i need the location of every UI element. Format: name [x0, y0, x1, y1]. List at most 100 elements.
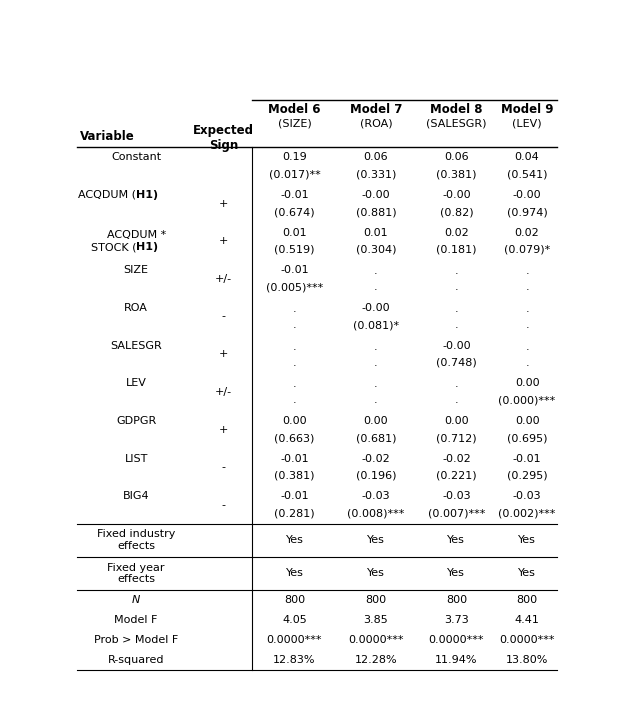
Text: (0.002)***: (0.002)*** — [498, 508, 556, 518]
Text: Yes: Yes — [448, 569, 465, 579]
Text: (0.008)***: (0.008)*** — [347, 508, 405, 518]
Text: -0.01: -0.01 — [513, 454, 542, 464]
Text: -0.01: -0.01 — [280, 265, 309, 275]
Text: -0.02: -0.02 — [361, 454, 391, 464]
Text: .: . — [454, 380, 458, 390]
Text: .: . — [293, 304, 297, 314]
Text: 0.00: 0.00 — [444, 416, 469, 426]
Text: +/-: +/- — [215, 274, 232, 284]
Text: (0.881): (0.881) — [356, 207, 396, 217]
Text: (0.331): (0.331) — [356, 170, 396, 180]
Text: -0.00: -0.00 — [361, 190, 391, 200]
Text: 800: 800 — [284, 595, 305, 605]
Text: H1): H1) — [136, 242, 158, 252]
Text: -: - — [222, 462, 226, 472]
Text: Expected
Sign: Expected Sign — [193, 124, 254, 152]
Text: .: . — [526, 283, 529, 292]
Text: 0.00: 0.00 — [515, 378, 539, 388]
Text: -0.00: -0.00 — [513, 190, 542, 200]
Text: .: . — [454, 267, 458, 276]
Text: -0.01: -0.01 — [280, 454, 309, 464]
Text: 0.02: 0.02 — [515, 228, 540, 238]
Text: -0.00: -0.00 — [442, 190, 470, 200]
Text: +: + — [219, 349, 228, 360]
Text: (ROA): (ROA) — [360, 119, 392, 129]
Text: H1): H1) — [136, 190, 158, 200]
Text: -0.00: -0.00 — [442, 341, 470, 351]
Text: (0.000)***: (0.000)*** — [498, 395, 556, 406]
Text: .: . — [454, 320, 458, 330]
Text: -0.01: -0.01 — [280, 190, 309, 200]
Text: (0.663): (0.663) — [274, 433, 314, 443]
Text: Fixed industry
effects: Fixed industry effects — [97, 529, 175, 551]
Text: .: . — [293, 357, 297, 367]
Text: GDPGR: GDPGR — [116, 416, 156, 426]
Text: -0.02: -0.02 — [442, 454, 470, 464]
Text: 800: 800 — [446, 595, 467, 605]
Text: 0.00: 0.00 — [282, 416, 307, 426]
Text: Yes: Yes — [285, 535, 303, 545]
Text: (0.181): (0.181) — [436, 245, 477, 255]
Text: SIZE: SIZE — [124, 265, 149, 275]
Text: Yes: Yes — [448, 535, 465, 545]
Text: ACQDUM (: ACQDUM ( — [78, 190, 136, 200]
Text: N: N — [132, 595, 141, 605]
Text: (SIZE): (SIZE) — [277, 119, 311, 129]
Text: 0.01: 0.01 — [364, 228, 388, 238]
Text: LIST: LIST — [124, 454, 148, 464]
Text: (SALESGR): (SALESGR) — [426, 119, 487, 129]
Text: Model 7: Model 7 — [350, 104, 402, 116]
Text: .: . — [293, 380, 297, 390]
Text: 4.05: 4.05 — [282, 615, 307, 625]
Text: -0.03: -0.03 — [442, 491, 470, 501]
Text: .: . — [526, 267, 529, 276]
Text: Model 8: Model 8 — [430, 104, 483, 116]
Text: (0.304): (0.304) — [356, 245, 396, 255]
Text: (0.007)***: (0.007)*** — [428, 508, 485, 518]
Text: BIG4: BIG4 — [123, 491, 149, 501]
Text: -0.03: -0.03 — [361, 491, 391, 501]
Text: .: . — [374, 380, 378, 390]
Text: 0.19: 0.19 — [282, 152, 307, 162]
Text: +: + — [219, 198, 228, 209]
Text: -0.00: -0.00 — [361, 303, 391, 313]
Text: +/-: +/- — [215, 387, 232, 397]
Text: .: . — [454, 283, 458, 292]
Text: Yes: Yes — [518, 535, 536, 545]
Text: (LEV): (LEV) — [513, 119, 542, 129]
Text: 0.06: 0.06 — [444, 152, 469, 162]
Text: .: . — [526, 304, 529, 314]
Text: 3.85: 3.85 — [363, 615, 388, 625]
Text: Prob > Model F: Prob > Model F — [94, 635, 178, 645]
Text: SALESGR: SALESGR — [110, 341, 162, 351]
Text: .: . — [293, 342, 297, 352]
Text: Model 9: Model 9 — [501, 104, 553, 116]
Text: Model 6: Model 6 — [268, 104, 321, 116]
Text: (0.081)*: (0.081)* — [353, 320, 399, 330]
Text: .: . — [526, 357, 529, 367]
Text: R-squared: R-squared — [108, 655, 165, 665]
Text: 0.00: 0.00 — [515, 416, 539, 426]
Text: 11.94%: 11.94% — [435, 655, 478, 665]
Text: (0.82): (0.82) — [439, 207, 473, 217]
Text: .: . — [293, 320, 297, 330]
Text: .: . — [374, 357, 378, 367]
Text: (0.748): (0.748) — [436, 358, 477, 368]
Text: (0.519): (0.519) — [274, 245, 314, 255]
Text: (0.974): (0.974) — [507, 207, 547, 217]
Text: Yes: Yes — [518, 569, 536, 579]
Text: 3.73: 3.73 — [444, 615, 469, 625]
Text: 0.0000***: 0.0000*** — [428, 635, 484, 645]
Text: +: + — [219, 424, 228, 434]
Text: ROA: ROA — [124, 303, 148, 313]
Text: 4.41: 4.41 — [514, 615, 540, 625]
Text: (0.695): (0.695) — [507, 433, 547, 443]
Text: .: . — [293, 395, 297, 406]
Text: .: . — [374, 267, 378, 276]
Text: (0.381): (0.381) — [436, 170, 477, 180]
Text: .: . — [374, 342, 378, 352]
Text: -: - — [222, 311, 226, 321]
Text: +: + — [219, 237, 228, 247]
Text: 0.06: 0.06 — [364, 152, 388, 162]
Text: (0.541): (0.541) — [507, 170, 547, 180]
